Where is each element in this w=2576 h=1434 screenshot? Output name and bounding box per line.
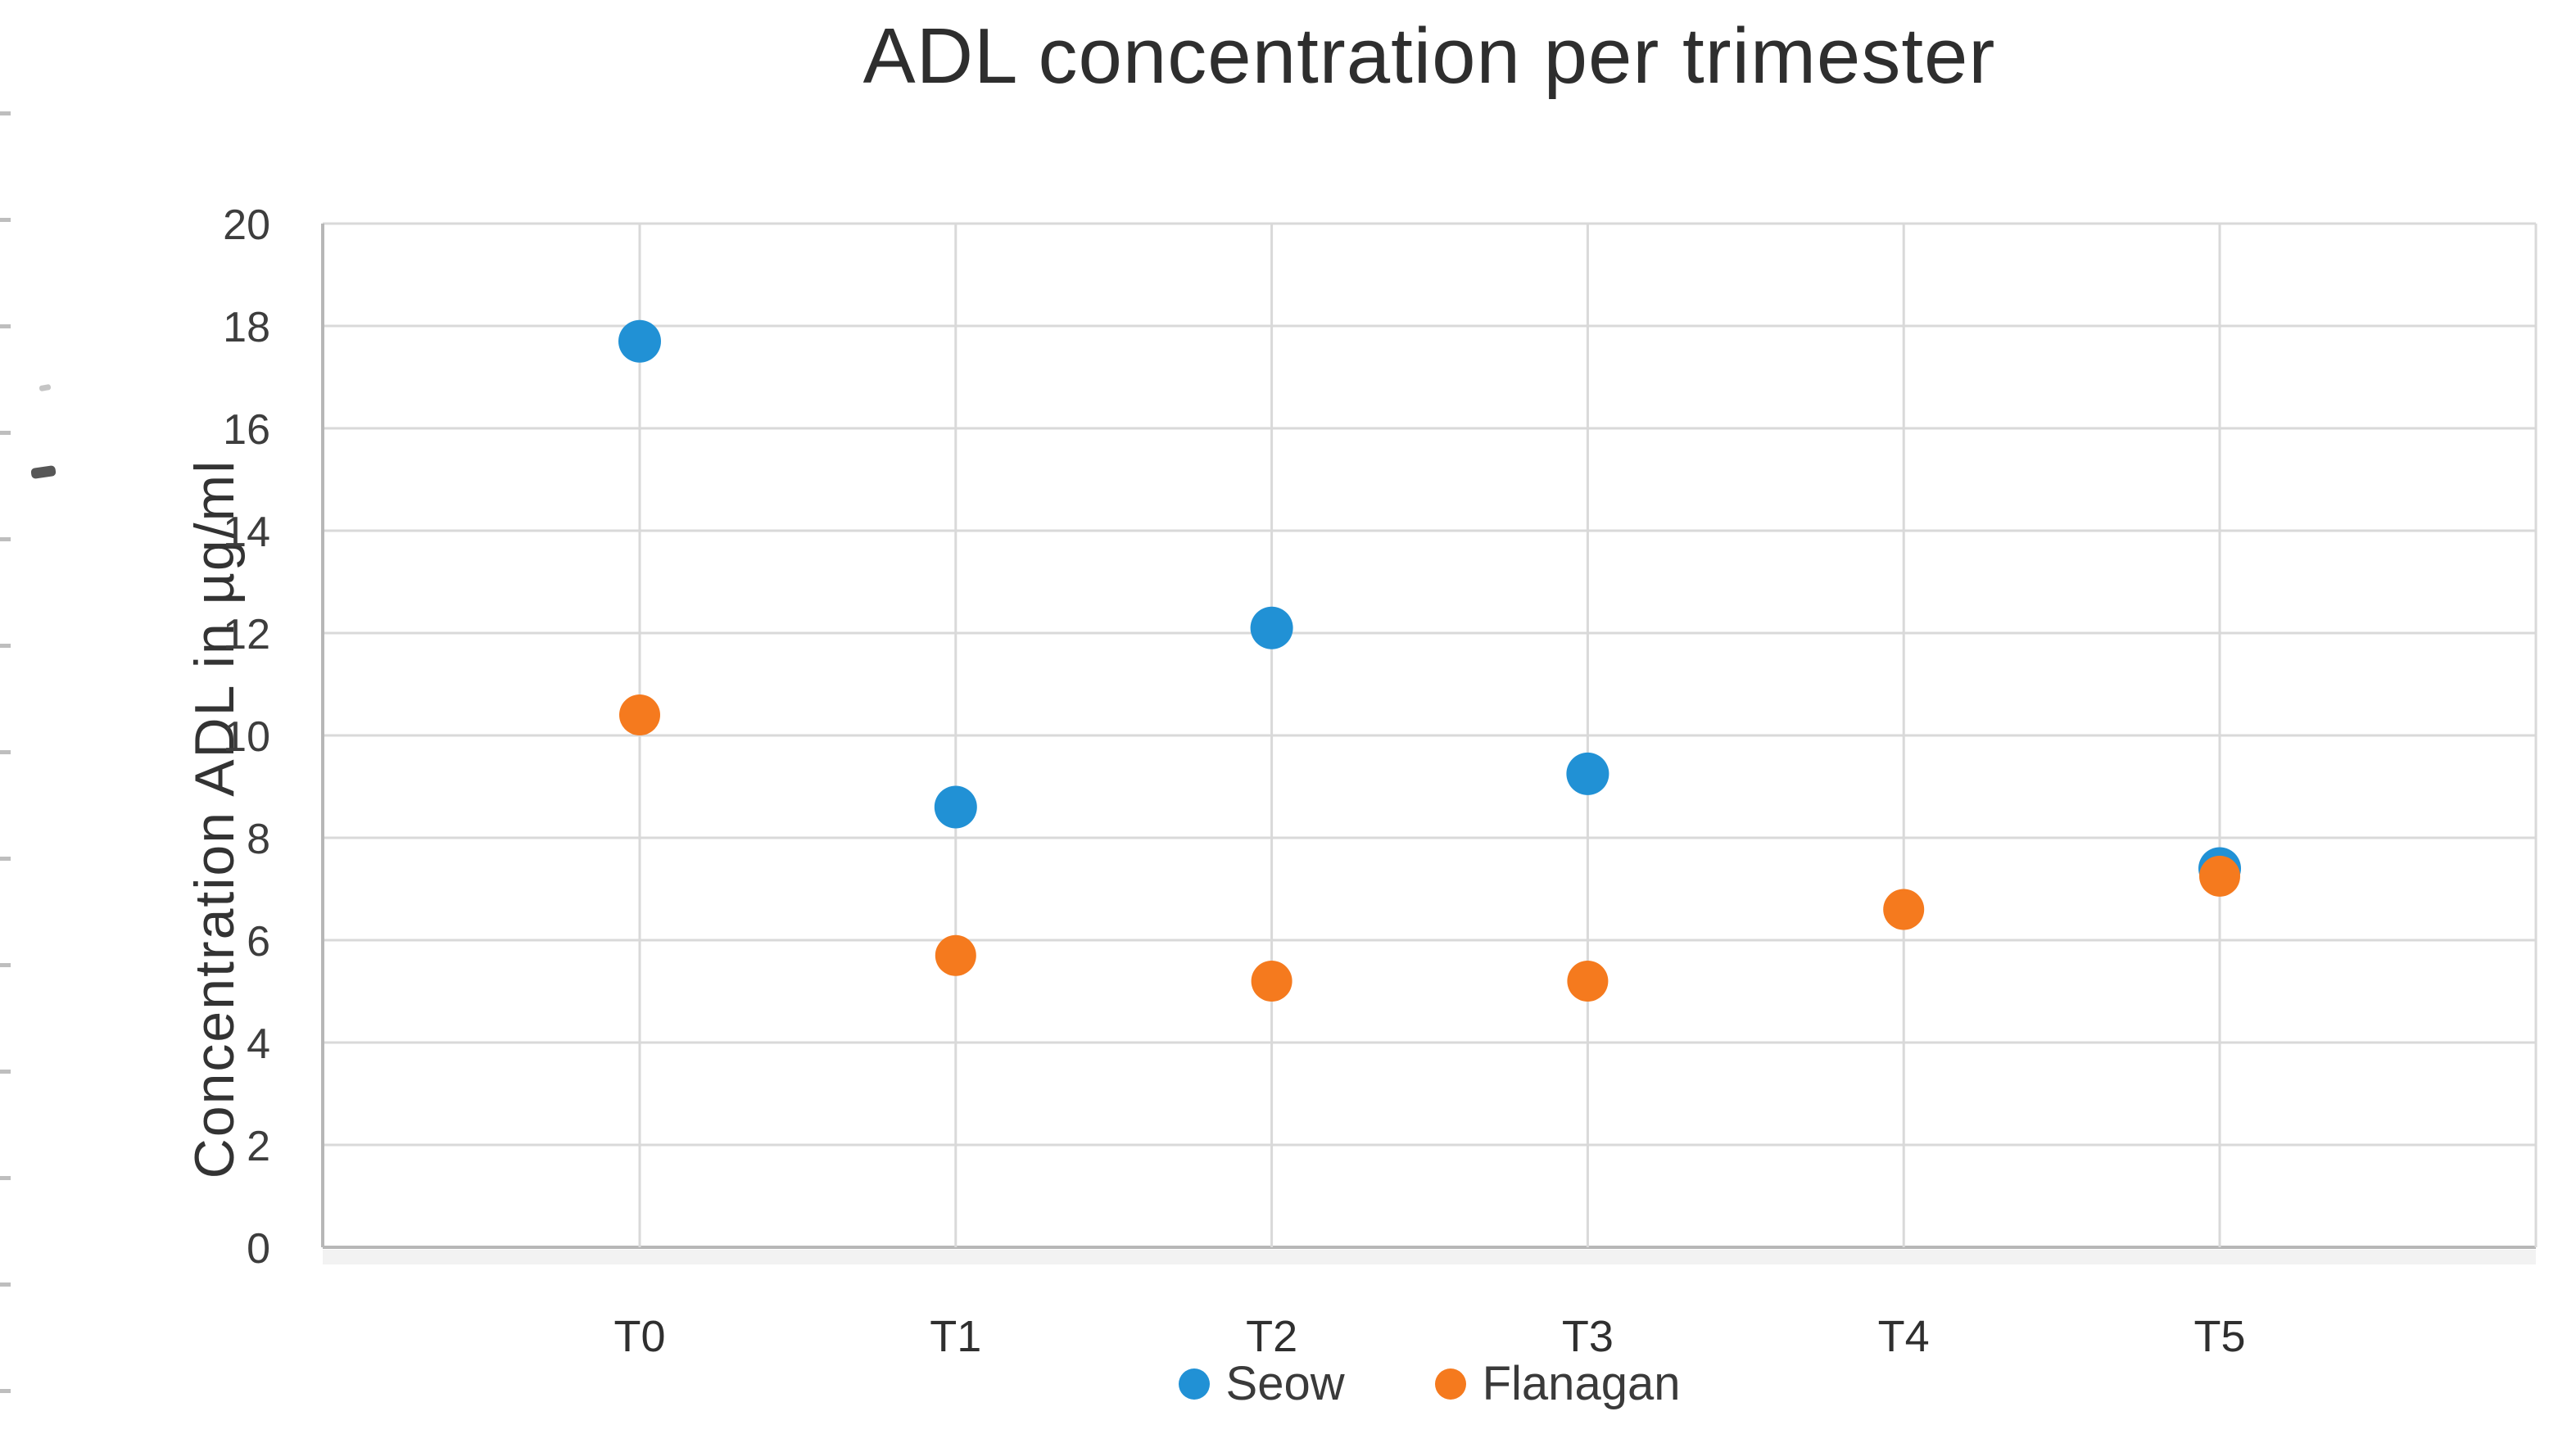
left-edge-tick-icon (0, 644, 11, 648)
x-tick-label: T3 (1562, 1312, 1614, 1361)
legend-marker-seow-icon (1178, 1368, 1210, 1400)
x-tick-label: T2 (1246, 1312, 1297, 1361)
x-tick-label: T0 (613, 1312, 665, 1361)
left-edge-tick-icon (0, 431, 11, 435)
data-point-flanagan-t5 (2199, 855, 2240, 897)
y-tick-label: 12 (223, 611, 270, 658)
y-tick-label: 20 (223, 201, 270, 249)
data-point-flanagan-t0 (619, 694, 660, 735)
data-point-flanagan-t2 (1251, 961, 1293, 1002)
data-point-flanagan-t3 (1567, 961, 1609, 1002)
left-edge-tick-icon (0, 324, 11, 328)
legend-label-seow: Seow (1225, 1357, 1345, 1410)
left-edge-tick-icon (0, 1070, 11, 1074)
left-edge-tick-icon (0, 111, 11, 115)
data-point-flanagan-t4 (1883, 889, 1925, 930)
x-tick-label: T1 (930, 1312, 981, 1361)
y-tick-label: 14 (223, 509, 270, 556)
left-edge-tick-icon (0, 1389, 11, 1393)
data-point-flanagan-t1 (935, 934, 976, 976)
y-tick-label: 10 (223, 713, 270, 761)
left-edge-tick-icon (0, 218, 11, 222)
y-tick-label: 2 (247, 1123, 270, 1170)
legend-marker-flanagan-icon (1434, 1368, 1466, 1400)
y-tick-label: 4 (247, 1020, 270, 1068)
left-edge-tick-icon (0, 1282, 11, 1287)
data-point-seow-t0 (618, 319, 661, 363)
x-tick-label: T4 (1878, 1312, 1930, 1361)
left-edge-tick-icon (0, 750, 11, 754)
chart-title: ADL concentration per trimester (862, 12, 1996, 100)
legend-item-seow: Seow (1178, 1356, 1345, 1411)
left-edge-tick-icon (0, 857, 11, 861)
x-tick-label: T5 (2193, 1312, 2245, 1361)
data-point-seow-t2 (1250, 606, 1293, 649)
left-edge-tick-icon (0, 963, 11, 967)
y-tick-label: 18 (223, 304, 270, 351)
axis-shadow (323, 1250, 2536, 1264)
data-point-seow-t3 (1566, 752, 1609, 795)
y-tick-label: 8 (247, 816, 270, 863)
left-edge-tick-icon (0, 537, 11, 541)
y-tick-label: 16 (223, 406, 270, 454)
y-tick-label: 6 (247, 918, 270, 966)
legend-label-flanagan: Flanagan (1482, 1357, 1681, 1410)
legend-item-flanagan: Flanagan (1434, 1356, 1681, 1411)
data-point-seow-t1 (934, 785, 977, 829)
y-tick-label: 0 (247, 1225, 270, 1273)
legend: Seow Flanagan (323, 1356, 2536, 1411)
left-edge-tick-icon (0, 1176, 11, 1180)
